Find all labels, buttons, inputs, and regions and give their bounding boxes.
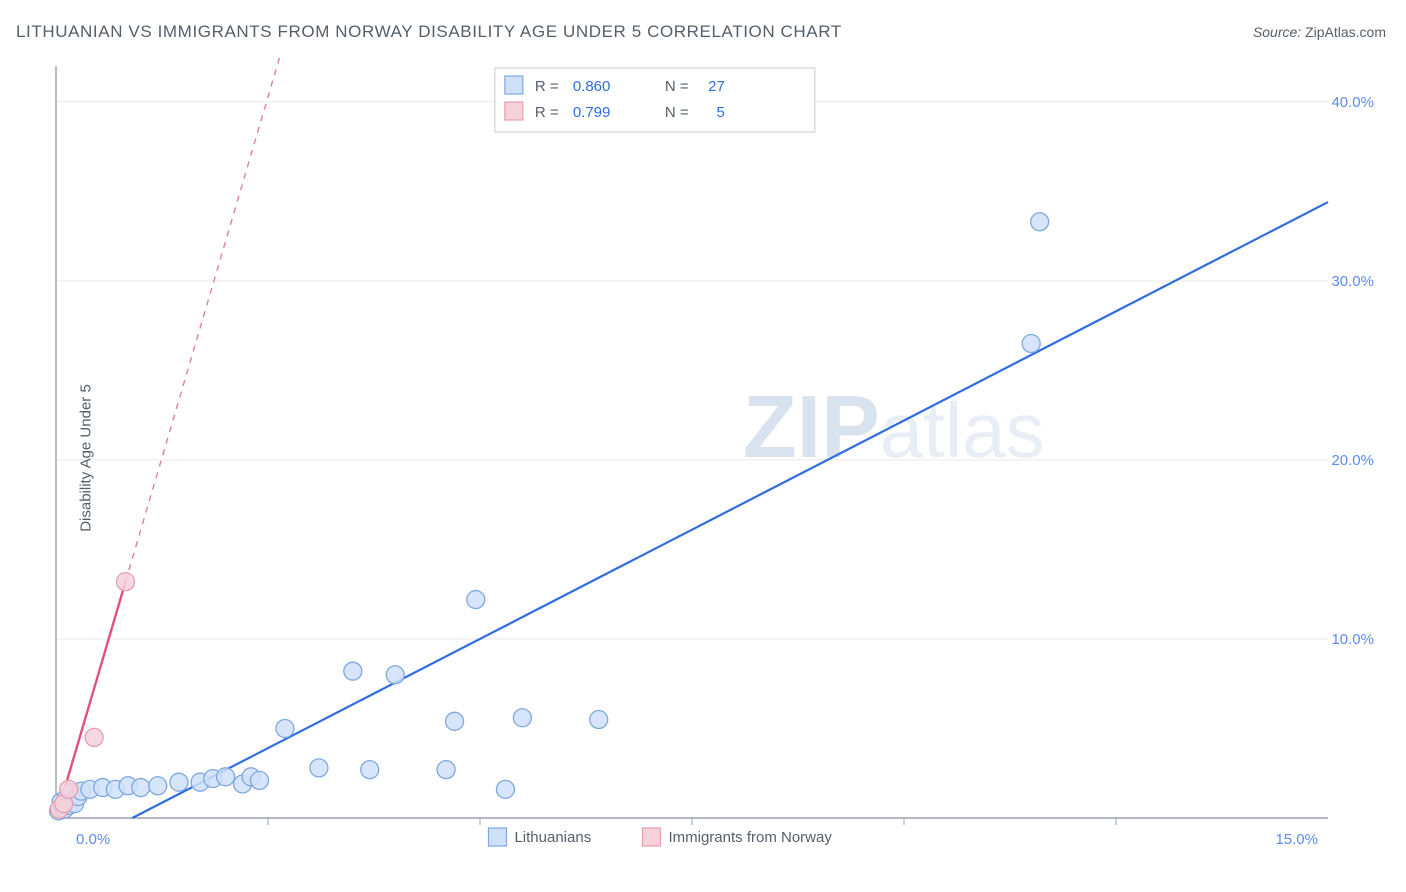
data-point — [1022, 335, 1040, 353]
legend-n-value: 5 — [716, 104, 724, 121]
legend-bottom-label: Lithuanians — [514, 829, 591, 846]
data-point — [496, 780, 514, 798]
data-point — [132, 779, 150, 797]
trend-line — [132, 202, 1328, 818]
chart-svg: 10.0%20.0%30.0%40.0%ZIPatlas0.0%15.0%R =… — [48, 58, 1388, 858]
legend-n-label: N = — [665, 78, 689, 95]
x-tick-label: 0.0% — [76, 831, 110, 848]
legend-n-value: 27 — [708, 78, 725, 95]
chart-title: LITHUANIAN VS IMMIGRANTS FROM NORWAY DIS… — [16, 22, 842, 42]
data-point — [446, 712, 464, 730]
y-tick-label: 30.0% — [1331, 273, 1374, 290]
legend-n-label: N = — [665, 104, 689, 121]
data-point — [590, 711, 608, 729]
data-point — [276, 719, 294, 737]
data-point — [149, 777, 167, 795]
data-point — [251, 771, 269, 789]
legend-bottom-label: Immigrants from Norway — [668, 829, 832, 846]
data-point — [310, 759, 328, 777]
data-point — [217, 768, 235, 786]
source-value: ZipAtlas.com — [1305, 24, 1386, 40]
source-attribution: Source: ZipAtlas.com — [1253, 24, 1386, 40]
data-point — [344, 662, 362, 680]
legend-r-value: 0.799 — [573, 104, 611, 121]
data-point — [117, 573, 135, 591]
data-point — [1031, 213, 1049, 231]
source-label: Source: — [1253, 24, 1301, 40]
legend-r-value: 0.860 — [573, 78, 611, 95]
trend-line-dashed — [126, 58, 285, 582]
legend-bottom-swatch — [488, 828, 506, 846]
y-tick-label: 40.0% — [1331, 94, 1374, 111]
legend-swatch — [505, 102, 523, 120]
legend-r-label: R = — [535, 104, 559, 121]
data-point — [386, 666, 404, 684]
data-point — [437, 761, 455, 779]
x-tick-label: 15.0% — [1275, 831, 1318, 848]
legend-bottom-swatch — [642, 828, 660, 846]
data-point — [170, 773, 188, 791]
legend-swatch — [505, 76, 523, 94]
data-point — [361, 761, 379, 779]
data-point — [513, 709, 531, 727]
y-tick-label: 10.0% — [1331, 631, 1374, 648]
data-point — [467, 591, 485, 609]
y-axis-label: Disability Age Under 5 — [77, 384, 94, 532]
data-point — [60, 780, 78, 798]
data-point — [85, 728, 103, 746]
plot-area: Disability Age Under 5 10.0% 20.0% 30.0% 40… — [48, 58, 1388, 858]
y-tick-label: 20.0% — [1331, 452, 1374, 469]
legend-r-label: R = — [535, 78, 559, 95]
